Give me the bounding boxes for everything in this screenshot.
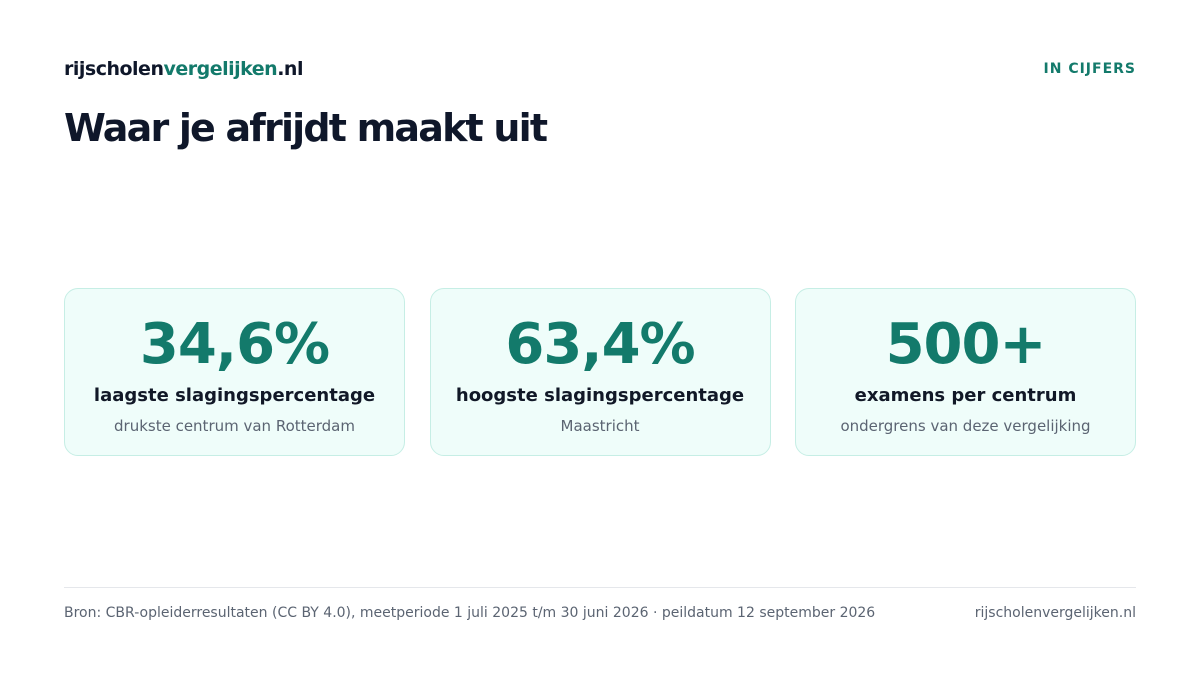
stat-card-exams-per-centre: 500+ examens per centrum ondergrens van …	[795, 288, 1136, 456]
section-tag: IN CIJFERS	[1043, 61, 1136, 77]
stat-value: 34,6%	[139, 312, 330, 377]
stat-label: hoogste slagingspercentage	[455, 385, 745, 406]
footer-divider	[64, 587, 1136, 588]
brand-suffix: .nl	[277, 58, 303, 80]
stat-sublabel: drukste centrum van Rotterdam	[114, 417, 355, 435]
stat-value: 63,4%	[505, 312, 695, 377]
stat-sublabel: ondergrens van deze vergelijking	[840, 417, 1091, 435]
stat-card-lowest-pass-rate: 34,6% laagste slagingspercentage drukste…	[64, 288, 405, 456]
stat-label: examens per centrum	[854, 385, 1077, 406]
stat-card-highest-pass-rate: 63,4% hoogste slagingspercentage Maastri…	[429, 288, 771, 456]
footer-site-link[interactable]: rijscholenvergelijken.nl	[974, 605, 1136, 621]
header: rijscholenvergelijken.nl IN CIJFERS	[64, 58, 1136, 80]
brand-prefix: rijscholen	[64, 58, 164, 80]
page-title: Waar je afrijdt maakt uit	[64, 106, 548, 150]
stat-value: 500+	[885, 312, 1047, 377]
stat-label: laagste slagingspercentage	[93, 385, 376, 406]
footer: Bron: CBR-opleiderresultaten (CC BY 4.0)…	[64, 605, 1136, 621]
brand-logo[interactable]: rijscholenvergelijken.nl	[64, 58, 303, 80]
brand-accent: vergelijken	[163, 58, 278, 80]
stat-sublabel: Maastricht	[560, 417, 640, 435]
source-note: Bron: CBR-opleiderresultaten (CC BY 4.0)…	[64, 605, 876, 621]
stat-cards: 34,6% laagste slagingspercentage drukste…	[64, 288, 1136, 456]
